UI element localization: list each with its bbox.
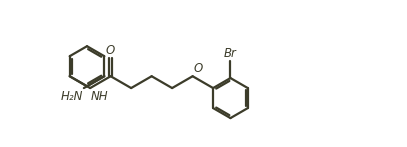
Text: O: O: [106, 44, 115, 57]
Text: NH: NH: [91, 90, 109, 102]
Text: O: O: [193, 62, 203, 75]
Text: H₂N: H₂N: [61, 90, 83, 102]
Text: Br: Br: [224, 47, 237, 60]
